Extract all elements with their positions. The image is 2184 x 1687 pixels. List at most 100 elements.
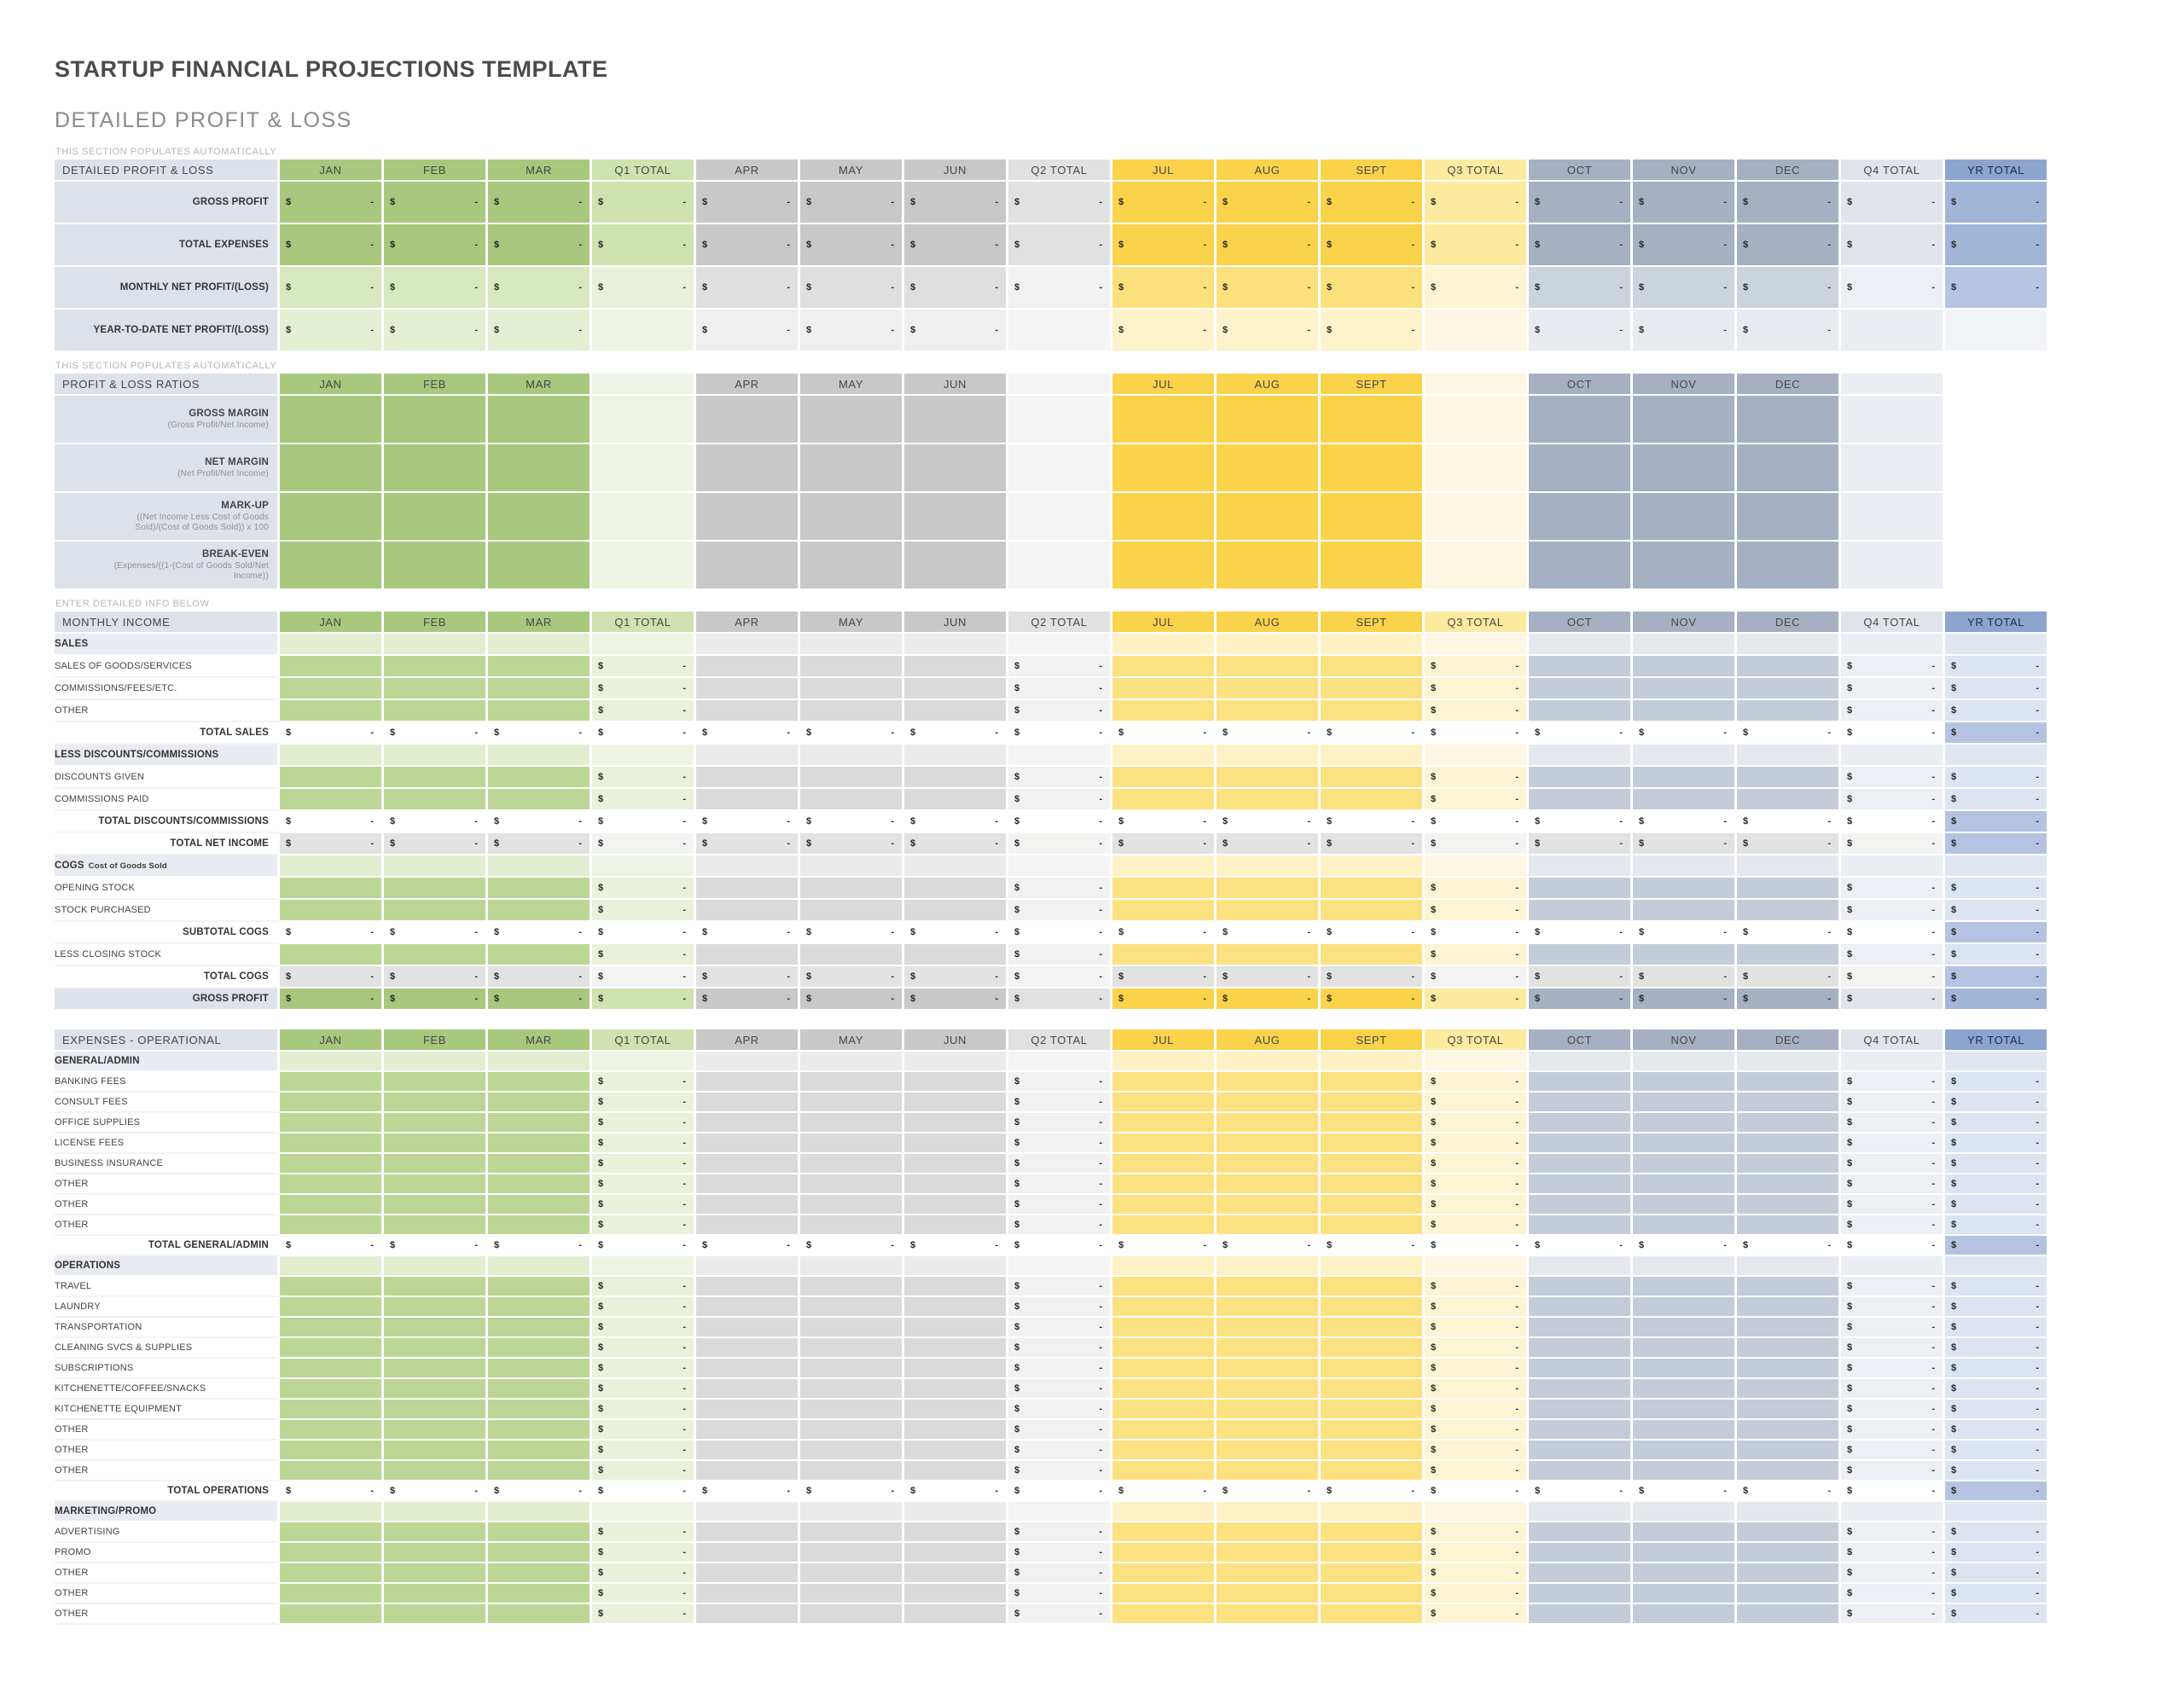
input-cell[interactable]	[1529, 900, 1633, 922]
input-cell[interactable]	[384, 1379, 488, 1400]
input-cell[interactable]	[1321, 944, 1425, 966]
input-cell[interactable]	[800, 1072, 904, 1093]
input-cell[interactable]	[904, 1093, 1008, 1113]
input-cell[interactable]	[904, 1420, 1008, 1441]
input-cell[interactable]	[1737, 1441, 1841, 1461]
input-cell[interactable]	[696, 1174, 800, 1195]
input-cell[interactable]	[1321, 1113, 1425, 1133]
input-cell[interactable]	[384, 1522, 488, 1543]
input-cell[interactable]	[1217, 1420, 1321, 1441]
input-cell[interactable]	[904, 678, 1008, 700]
input-cell[interactable]	[800, 878, 904, 900]
input-cell[interactable]	[280, 1441, 384, 1461]
input-cell[interactable]	[1321, 1133, 1425, 1154]
input-cell[interactable]	[384, 1420, 488, 1441]
input-cell[interactable]	[800, 1604, 904, 1625]
input-cell[interactable]	[1737, 944, 1841, 966]
input-cell[interactable]	[1112, 1563, 1217, 1584]
input-cell[interactable]	[696, 1420, 800, 1441]
input-cell[interactable]	[800, 900, 904, 922]
input-cell[interactable]	[488, 1338, 592, 1359]
input-cell[interactable]	[1112, 1297, 1217, 1318]
input-cell[interactable]	[1633, 1379, 1737, 1400]
input-cell[interactable]	[1112, 1277, 1217, 1297]
input-cell[interactable]	[904, 1277, 1008, 1297]
input-cell[interactable]	[1529, 1215, 1633, 1236]
input-cell[interactable]	[1529, 1584, 1633, 1604]
input-cell[interactable]	[1633, 767, 1737, 789]
input-cell[interactable]	[904, 700, 1008, 722]
input-cell[interactable]	[1321, 1215, 1425, 1236]
input-cell[interactable]	[1217, 1113, 1321, 1133]
input-cell[interactable]	[1529, 1133, 1633, 1154]
input-cell[interactable]	[1217, 900, 1321, 922]
input-cell[interactable]	[384, 789, 488, 811]
input-cell[interactable]	[904, 878, 1008, 900]
input-cell[interactable]	[1112, 1461, 1217, 1481]
input-cell[interactable]	[1217, 1359, 1321, 1379]
input-cell[interactable]	[1217, 767, 1321, 789]
input-cell[interactable]	[800, 1154, 904, 1174]
input-cell[interactable]	[1737, 878, 1841, 900]
input-cell[interactable]	[696, 789, 800, 811]
input-cell[interactable]	[384, 767, 488, 789]
input-cell[interactable]	[904, 1584, 1008, 1604]
input-cell[interactable]	[1633, 1113, 1737, 1133]
input-cell[interactable]	[488, 944, 592, 966]
input-cell[interactable]	[384, 944, 488, 966]
input-cell[interactable]	[1321, 1338, 1425, 1359]
input-cell[interactable]	[1321, 656, 1425, 678]
input-cell[interactable]	[1217, 1379, 1321, 1400]
input-cell[interactable]	[1633, 1195, 1737, 1215]
input-cell[interactable]	[696, 1195, 800, 1215]
input-cell[interactable]	[384, 1441, 488, 1461]
input-cell[interactable]	[1112, 944, 1217, 966]
input-cell[interactable]	[696, 1543, 800, 1563]
input-cell[interactable]	[1217, 878, 1321, 900]
input-cell[interactable]	[1737, 1215, 1841, 1236]
input-cell[interactable]	[384, 1072, 488, 1093]
input-cell[interactable]	[800, 1174, 904, 1195]
input-cell[interactable]	[280, 789, 384, 811]
input-cell[interactable]	[696, 944, 800, 966]
input-cell[interactable]	[1217, 944, 1321, 966]
input-cell[interactable]	[1529, 700, 1633, 722]
input-cell[interactable]	[800, 1400, 904, 1420]
input-cell[interactable]	[696, 900, 800, 922]
input-cell[interactable]	[696, 700, 800, 722]
input-cell[interactable]	[696, 1113, 800, 1133]
input-cell[interactable]	[1217, 700, 1321, 722]
input-cell[interactable]	[1737, 1338, 1841, 1359]
input-cell[interactable]	[384, 1174, 488, 1195]
input-cell[interactable]	[384, 1400, 488, 1420]
input-cell[interactable]	[280, 944, 384, 966]
input-cell[interactable]	[384, 1195, 488, 1215]
input-cell[interactable]	[488, 900, 592, 922]
input-cell[interactable]	[1633, 1318, 1737, 1338]
input-cell[interactable]	[1737, 1522, 1841, 1543]
input-cell[interactable]	[1737, 1093, 1841, 1113]
input-cell[interactable]	[904, 1174, 1008, 1195]
input-cell[interactable]	[800, 1379, 904, 1400]
input-cell[interactable]	[696, 1154, 800, 1174]
input-cell[interactable]	[384, 1133, 488, 1154]
input-cell[interactable]	[1217, 1072, 1321, 1093]
input-cell[interactable]	[280, 656, 384, 678]
input-cell[interactable]	[1529, 1338, 1633, 1359]
input-cell[interactable]	[800, 1133, 904, 1154]
input-cell[interactable]	[384, 1461, 488, 1481]
input-cell[interactable]	[1633, 1215, 1737, 1236]
input-cell[interactable]	[384, 1543, 488, 1563]
input-cell[interactable]	[488, 1461, 592, 1481]
input-cell[interactable]	[1633, 1400, 1737, 1420]
input-cell[interactable]	[696, 1400, 800, 1420]
input-cell[interactable]	[696, 1338, 800, 1359]
input-cell[interactable]	[904, 1113, 1008, 1133]
input-cell[interactable]	[1529, 1441, 1633, 1461]
input-cell[interactable]	[280, 1400, 384, 1420]
input-cell[interactable]	[904, 1154, 1008, 1174]
input-cell[interactable]	[384, 1563, 488, 1584]
input-cell[interactable]	[280, 767, 384, 789]
input-cell[interactable]	[488, 1215, 592, 1236]
input-cell[interactable]	[1737, 1072, 1841, 1093]
